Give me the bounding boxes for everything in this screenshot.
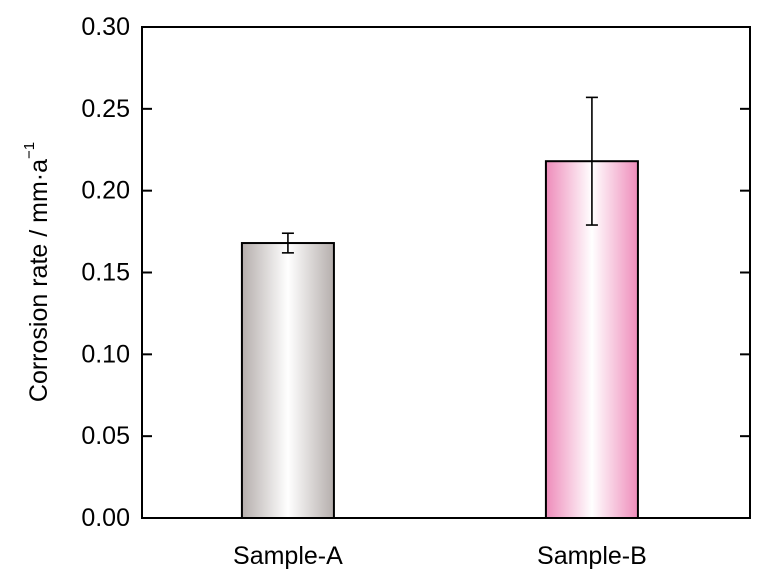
plot-frame — [141, 26, 751, 519]
bar-sample-a — [240, 242, 335, 519]
y-axis-title-superscript: −1 — [21, 142, 38, 159]
y-tick-label: 0.30 — [81, 13, 130, 41]
y-tick-label: 0.00 — [81, 504, 130, 532]
y-tick-label: 0.20 — [81, 177, 130, 205]
y-tick-label: 0.05 — [81, 422, 130, 450]
x-tick-label: Sample-B — [537, 542, 647, 570]
x-tick-label: Sample-A — [233, 542, 343, 570]
bars — [240, 160, 639, 519]
y-tick-label: 0.10 — [81, 340, 130, 368]
y-axis-title: Corrosion rate / mm·a−1 — [21, 142, 53, 402]
x-axis-labels: Sample-A Sample-B — [233, 542, 647, 570]
error-bar-sample-b — [585, 96, 598, 226]
error-bar-sample-a — [281, 232, 294, 254]
error-bars — [281, 96, 598, 254]
y-axis-ticks: 0.00 0.05 0.10 0.15 0.20 0.25 0.30 — [81, 13, 750, 532]
y-tick-label: 0.15 — [81, 259, 130, 287]
y-tick-label: 0.25 — [81, 95, 130, 123]
